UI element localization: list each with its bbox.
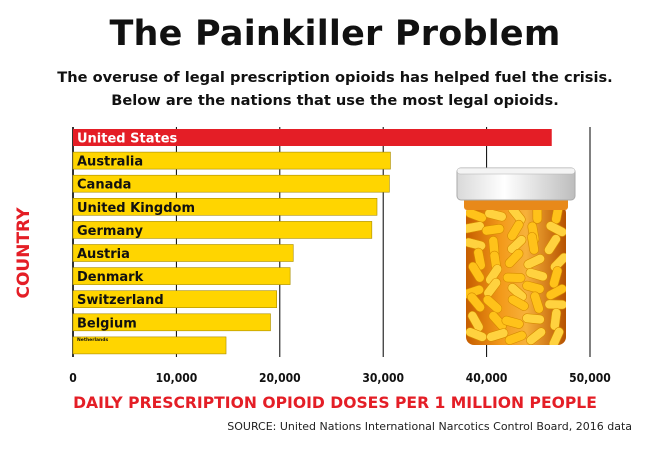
x-tick-label: 10,000	[156, 371, 198, 385]
bar-belgium	[72, 313, 271, 332]
pill	[507, 294, 529, 311]
bar-austria	[72, 244, 294, 262]
bar-label: Austria	[77, 247, 130, 262]
bar-united-states	[73, 129, 552, 146]
bar-label: Netherlands	[77, 337, 108, 343]
pill	[549, 308, 562, 331]
pill	[544, 299, 566, 310]
bar-label: Denmark	[77, 270, 144, 285]
pill-bottle-illustration	[456, 167, 576, 345]
x-tick-label: 20,000	[259, 371, 301, 385]
pill	[467, 292, 485, 313]
bar-label: Switzerland	[77, 293, 164, 308]
pill	[550, 252, 566, 272]
pill	[466, 327, 488, 342]
pill	[525, 268, 548, 282]
chart-title: The Painkiller Problem	[109, 14, 561, 54]
pill	[507, 235, 527, 254]
bar-canada	[72, 174, 390, 193]
pill	[549, 266, 563, 289]
pill	[486, 328, 509, 342]
pill	[507, 219, 524, 241]
x-tick-label: 40,000	[466, 371, 508, 385]
bar-germany	[72, 221, 373, 239]
pill	[526, 327, 546, 345]
bottle-cap-ridge	[456, 167, 576, 175]
x-tick-label: 0	[69, 371, 77, 385]
bar-label: Canada	[77, 178, 131, 193]
pills	[466, 205, 566, 345]
bar-australia	[72, 151, 391, 170]
pill	[502, 272, 526, 283]
bar-denmark	[72, 267, 291, 285]
source-note: SOURCE: United Nations International Nar…	[227, 420, 632, 433]
pill	[481, 224, 505, 236]
pill	[485, 264, 503, 285]
pill	[501, 315, 524, 329]
bar-united-kingdom	[72, 198, 378, 216]
bar-label: Germany	[77, 224, 143, 239]
pill	[467, 310, 484, 332]
pill	[504, 248, 524, 268]
pill	[523, 253, 545, 270]
x-tick-label: 30,000	[362, 371, 404, 385]
chart-subtitle: The overuse of legal prescription opioid…	[57, 69, 613, 109]
pill	[484, 208, 507, 222]
bar-netherlands	[72, 336, 227, 355]
pill	[468, 261, 485, 283]
bar-label: United Kingdom	[77, 201, 195, 216]
pill	[544, 234, 561, 255]
pill	[548, 327, 564, 345]
pill	[466, 237, 486, 251]
bar-label: Belgium	[77, 316, 137, 331]
pill	[482, 295, 503, 314]
bar-label: United States	[77, 132, 178, 147]
pill	[522, 313, 545, 325]
pill	[545, 221, 566, 237]
bar-label: Australia	[77, 155, 143, 170]
pill	[522, 280, 545, 294]
x-axis-label: DAILY PRESCRIPTION OPIOID DOSES PER 1 MI…	[73, 394, 597, 412]
pill	[530, 291, 544, 314]
pill	[545, 284, 566, 300]
y-axis-label: COUNTRY	[14, 207, 34, 299]
bar-switzerland	[72, 290, 277, 309]
x-tick-label: 50,000	[569, 371, 611, 385]
pill	[466, 221, 485, 234]
pill	[466, 208, 487, 223]
pill	[504, 330, 527, 345]
pill	[527, 232, 539, 255]
